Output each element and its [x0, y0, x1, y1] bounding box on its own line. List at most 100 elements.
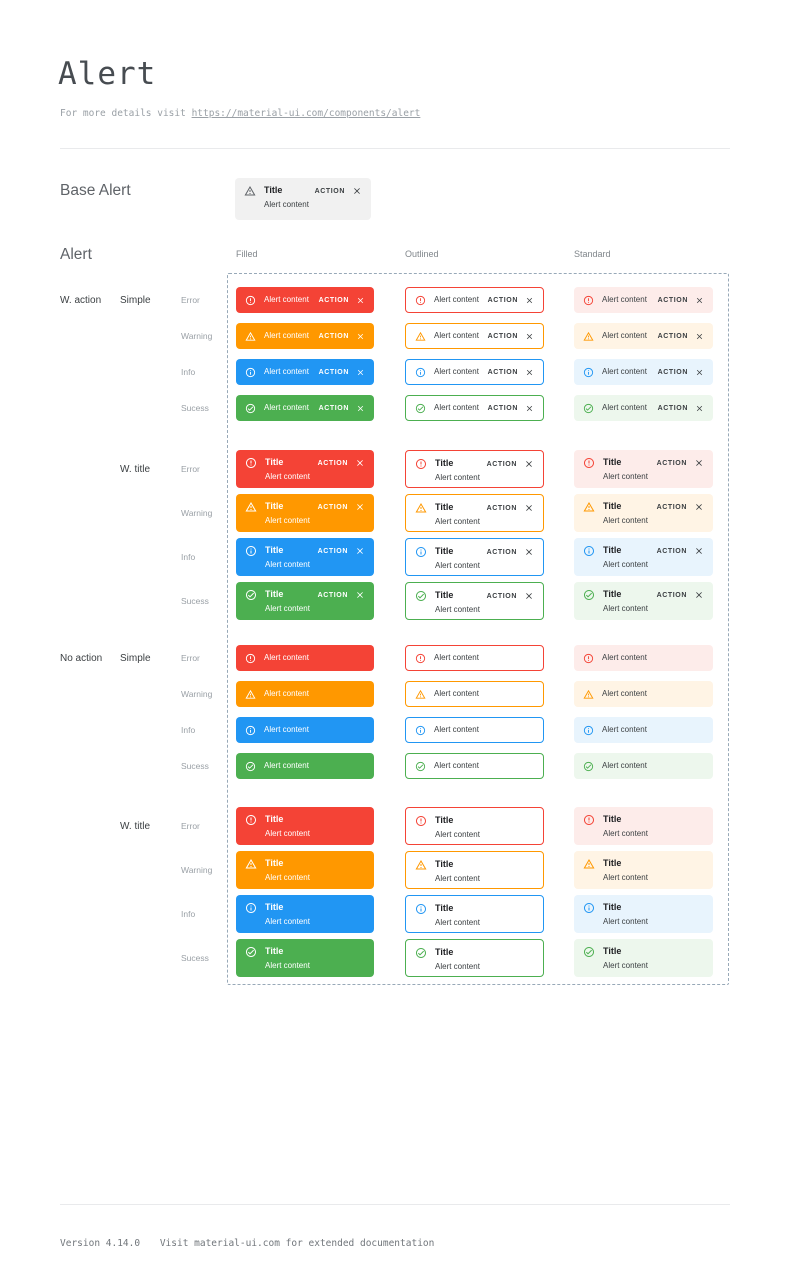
- alert-body: Title Alert content: [265, 858, 365, 883]
- close-button[interactable]: [524, 459, 534, 469]
- close-button[interactable]: [525, 404, 534, 413]
- close-button[interactable]: [355, 546, 365, 556]
- group-label: No action: [60, 652, 103, 664]
- alert-actions: ACTION: [657, 546, 704, 556]
- info-outline-icon: [583, 725, 594, 736]
- close-icon: [525, 368, 534, 377]
- close-button[interactable]: [524, 503, 534, 513]
- alert-content: Alert content: [435, 604, 480, 614]
- alert-content: Alert content: [434, 367, 479, 376]
- warning-triangle-icon: [583, 501, 595, 513]
- action-button[interactable]: ACTION: [657, 332, 688, 340]
- action-button[interactable]: ACTION: [318, 404, 349, 412]
- close-button[interactable]: [694, 590, 704, 600]
- close-button[interactable]: [355, 458, 365, 468]
- action-button[interactable]: ACTION: [317, 503, 348, 511]
- severity-label: Info: [181, 367, 196, 377]
- close-button[interactable]: [525, 296, 534, 305]
- warning-triangle-icon: [245, 858, 257, 870]
- subtitle-link[interactable]: https://material-ui.com/components/alert: [191, 108, 421, 119]
- close-button[interactable]: [524, 547, 534, 557]
- close-button[interactable]: [695, 368, 704, 377]
- alert-content: Alert content: [434, 689, 479, 698]
- action-button[interactable]: ACTION: [318, 368, 349, 376]
- close-icon: [524, 591, 534, 601]
- close-button[interactable]: [355, 502, 365, 512]
- close-button[interactable]: [694, 546, 704, 556]
- close-icon: [524, 459, 534, 469]
- group-label-cell: [60, 450, 120, 488]
- action-button[interactable]: ACTION: [486, 548, 517, 556]
- action-button[interactable]: ACTION: [318, 332, 349, 340]
- alert-standard-error: Title Alert content: [574, 807, 713, 845]
- action-button[interactable]: ACTION: [486, 460, 517, 468]
- action-button[interactable]: ACTION: [657, 404, 688, 412]
- alert-content: Alert content: [602, 653, 647, 662]
- close-button[interactable]: [694, 458, 704, 468]
- warning-triangle-icon: [583, 331, 594, 342]
- alert-content: Alert content: [265, 603, 310, 613]
- close-button[interactable]: [525, 368, 534, 377]
- action-button[interactable]: ACTION: [487, 404, 518, 412]
- action-button[interactable]: ACTION: [487, 332, 518, 340]
- group-label-cell: [60, 323, 120, 349]
- alert-content: Alert content: [434, 331, 479, 340]
- alert-actions: ACTION: [657, 590, 704, 600]
- alert-filled-success: Alert content ACTION: [236, 395, 374, 421]
- alert-standard-error: Alert content: [574, 645, 713, 671]
- close-button[interactable]: [524, 591, 534, 601]
- action-button[interactable]: ACTION: [657, 368, 688, 376]
- action-button[interactable]: ACTION: [656, 591, 687, 599]
- close-button[interactable]: [356, 404, 365, 413]
- alert-content: Alert content: [434, 653, 479, 662]
- subgroup-label-cell: [120, 538, 181, 576]
- alert-outlined-warning: Title Alert content: [405, 851, 544, 889]
- action-button[interactable]: ACTION: [317, 459, 348, 467]
- close-button[interactable]: [695, 404, 704, 413]
- alert-content: Alert content: [603, 471, 648, 481]
- alert-outlined-info: Title Alert content: [405, 895, 544, 933]
- alert-body: Title Alert content: [265, 902, 365, 927]
- close-button[interactable]: [356, 296, 365, 305]
- close-button[interactable]: [525, 332, 534, 341]
- close-button[interactable]: [352, 186, 362, 196]
- subgroup-label: W. title: [120, 463, 151, 475]
- group-label-cell: [60, 395, 120, 421]
- close-button[interactable]: [356, 332, 365, 341]
- alert-title: Title: [603, 858, 622, 868]
- action-button[interactable]: ACTION: [317, 591, 348, 599]
- check-circle-icon: [583, 761, 594, 772]
- action-button[interactable]: ACTION: [314, 187, 345, 195]
- action-button[interactable]: ACTION: [487, 296, 518, 304]
- alert-body: Title Alert content: [265, 589, 314, 614]
- action-button[interactable]: ACTION: [486, 504, 517, 512]
- alert-body: Title Alert content: [265, 946, 365, 971]
- action-button[interactable]: ACTION: [317, 547, 348, 555]
- close-icon: [695, 368, 704, 377]
- action-button[interactable]: ACTION: [656, 547, 687, 555]
- action-button[interactable]: ACTION: [487, 368, 518, 376]
- info-outline-icon: [583, 902, 595, 914]
- close-button[interactable]: [695, 332, 704, 341]
- action-button[interactable]: ACTION: [318, 296, 349, 304]
- check-circle-icon: [245, 403, 256, 414]
- close-button[interactable]: [694, 502, 704, 512]
- info-outline-icon: [415, 546, 427, 558]
- action-button[interactable]: ACTION: [657, 296, 688, 304]
- alert-content: Alert content: [603, 828, 648, 838]
- close-button[interactable]: [356, 368, 365, 377]
- action-button[interactable]: ACTION: [656, 459, 687, 467]
- close-button[interactable]: [355, 590, 365, 600]
- subgroup-label-cell: [120, 939, 181, 977]
- severity-label: Warning: [181, 508, 213, 518]
- close-button[interactable]: [695, 296, 704, 305]
- subgroup-label-cell: [120, 359, 181, 385]
- action-button[interactable]: ACTION: [656, 503, 687, 511]
- action-button[interactable]: ACTION: [486, 592, 517, 600]
- group-label-cell: [60, 494, 120, 532]
- alert-filled-success: Alert content: [236, 753, 374, 779]
- severity-label: Warning: [181, 331, 213, 341]
- group-label-cell: [60, 807, 120, 845]
- alert-outlined-info: Alert content: [405, 717, 544, 743]
- alert-title: Title: [603, 545, 622, 555]
